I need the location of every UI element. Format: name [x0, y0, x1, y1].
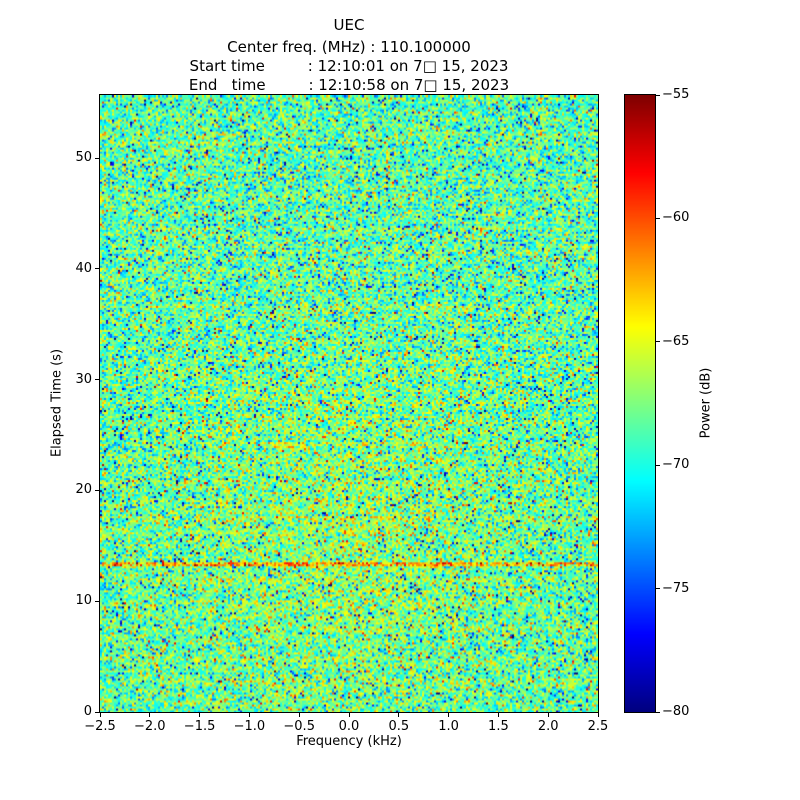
colorbar-label: Power (dB): [698, 367, 714, 439]
x-tick-label: 0.5: [388, 719, 410, 734]
colorbar-tick: [656, 588, 660, 590]
y-tick-label: 10: [75, 593, 92, 609]
x-tick-label: −1.5: [183, 719, 216, 734]
x-tick-label: −2.5: [84, 719, 116, 734]
x-axis-label: Frequency (kHz): [296, 734, 402, 749]
y-tick-label: 30: [75, 371, 92, 387]
colorbar-tick: [656, 711, 660, 713]
y-tick: [95, 600, 99, 602]
y-tick: [95, 711, 99, 713]
x-tick-label: −0.5: [283, 719, 315, 734]
x-tick-label: −2.0: [134, 719, 166, 734]
y-tick-label: 50: [75, 150, 92, 166]
x-tick: [497, 713, 499, 717]
x-tick: [547, 713, 549, 717]
x-tick: [248, 713, 250, 717]
colorbar-tick: [656, 341, 660, 343]
colorbar-tick: [656, 94, 660, 96]
colorbar-tick-label: −60: [662, 210, 690, 226]
y-tick-label: 40: [75, 260, 92, 276]
colorbar-gradient: [625, 95, 655, 712]
colorbar-tick-label: −75: [662, 580, 690, 596]
y-axis-label: Elapsed Time (s): [49, 348, 65, 458]
subtitle-center-freq: Center freq. (MHz) : 110.100000: [227, 38, 471, 56]
subtitle-end-time: End time : 12:10:58 on 7□ 15, 2023: [188, 76, 510, 94]
x-tick-label: 2.5: [587, 719, 609, 734]
colorbar-tick: [656, 464, 660, 466]
x-tick: [597, 713, 599, 717]
x-tick: [448, 713, 450, 717]
x-tick-label: 1.0: [438, 719, 459, 734]
x-tick: [298, 713, 300, 717]
x-tick-label: 0.0: [338, 719, 360, 734]
y-tick: [95, 379, 99, 381]
y-tick: [95, 268, 99, 270]
colorbar-tick-label: −55: [662, 87, 690, 102]
colorbar-tick: [656, 217, 660, 219]
colorbar-tick-label: −70: [662, 457, 690, 473]
x-tick: [99, 713, 101, 717]
x-tick: [199, 713, 201, 717]
spectrogram-image: [100, 95, 598, 712]
x-tick: [149, 713, 151, 717]
y-tick-label: 20: [75, 482, 92, 498]
chart-title: UEC: [333, 16, 365, 34]
colorbar-tick-label: −80: [662, 704, 690, 719]
y-tick-label: 0: [83, 704, 92, 719]
y-tick: [95, 157, 99, 159]
x-tick-label: −1.0: [233, 719, 266, 734]
colorbar-tick-label: −65: [662, 333, 690, 349]
x-tick: [348, 713, 350, 717]
x-tick: [398, 713, 400, 717]
subtitle-start-time: Start time : 12:10:01 on 7□ 15, 2023: [189, 57, 509, 75]
colorbar: [624, 94, 656, 713]
y-tick: [95, 489, 99, 491]
x-tick-label: 1.5: [488, 719, 509, 734]
plot-area: [99, 94, 599, 713]
x-tick-label: 2.0: [537, 719, 559, 734]
